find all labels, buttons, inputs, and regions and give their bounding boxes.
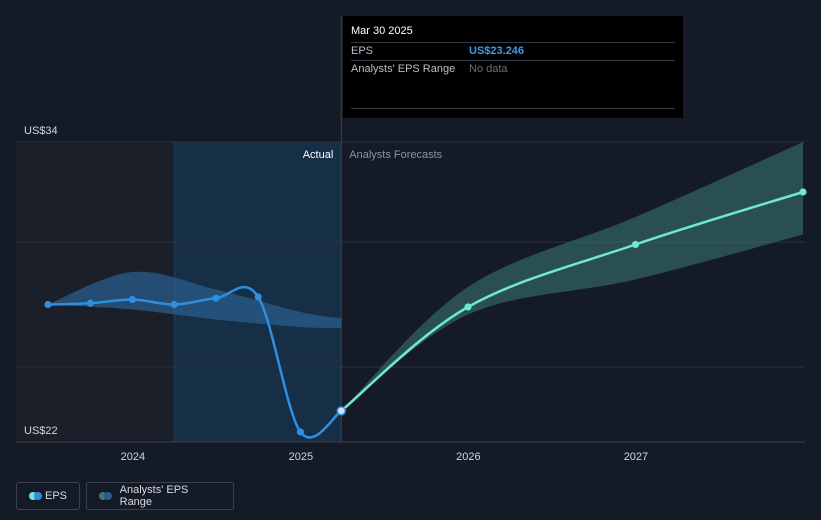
series-0-point-2 <box>128 295 137 304</box>
x-tick-label-1: 2025 <box>289 451 313 463</box>
tooltip-eps-value: US$23.246 <box>469 45 525 57</box>
series-1-point-3 <box>799 188 807 196</box>
range-band-0 <box>48 271 342 329</box>
actual-label: Actual <box>303 149 334 161</box>
tooltip-range-label: Analysts' EPS Range <box>351 63 456 75</box>
tooltip-row-range: Analysts' EPS Range No data <box>351 60 675 78</box>
series-0-point-3 <box>170 300 178 309</box>
series-1-point-2 <box>631 240 640 249</box>
series-0-point-4 <box>212 294 220 302</box>
legend-eps-icon <box>29 492 42 500</box>
series-0-point-6 <box>296 428 305 436</box>
y-label-bottom: US$22 <box>24 425 58 437</box>
forecast-label: Analysts Forecasts <box>349 149 442 161</box>
x-tick-label-2: 2026 <box>456 451 480 463</box>
legend-range-button[interactable]: Analysts' EPS Range <box>86 482 234 510</box>
legend-eps-button[interactable]: EPS <box>16 482 80 510</box>
hover-point-marker <box>336 406 347 416</box>
series-0-point-1 <box>86 299 94 307</box>
tooltip-divider <box>351 108 675 109</box>
y-label-top: US$34 <box>24 125 58 137</box>
x-tick-label-0: 2024 <box>121 451 145 463</box>
series-1-point-1 <box>464 303 472 311</box>
series-0-point-0 <box>44 300 52 309</box>
tooltip-date: Mar 30 2025 <box>351 25 413 37</box>
legend-eps-label: EPS <box>44 490 67 502</box>
series-0-point-5 <box>254 293 262 301</box>
x-tick-label-3: 2027 <box>624 451 648 463</box>
range-band-1 <box>341 142 803 411</box>
legend-range-icon <box>99 492 113 500</box>
series-line-1 <box>340 190 805 413</box>
tooltip-range-value: No data <box>469 63 508 75</box>
tooltip-row-eps: EPS US$23.246 <box>351 42 675 60</box>
legend-range-label: Analysts' EPS Range <box>119 484 189 508</box>
chart-tooltip: Mar 30 2025 EPS US$23.246 Analysts' EPS … <box>343 16 683 118</box>
tooltip-eps-label: EPS <box>351 45 374 57</box>
